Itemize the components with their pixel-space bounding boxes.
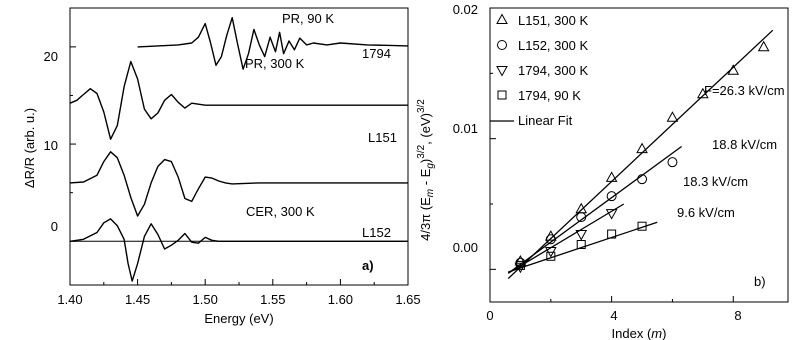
legend-label-linear-fit: Linear Fit — [518, 113, 573, 128]
a-ytick-0: 0 — [51, 219, 58, 234]
legend-label-l151-300k: L151, 300 K — [518, 13, 588, 28]
point-1794-300-k-3 — [605, 209, 618, 220]
point-1794-300-k-0 — [514, 262, 527, 274]
a-y-axis-label: ΔR/R (arb. u.) — [22, 108, 37, 188]
a-xtick-1: 1.45 — [125, 292, 150, 307]
panel-b-plot-frame — [489, 7, 789, 303]
point-1794-90-k-0 — [515, 260, 525, 270]
point-l152-300-k-2 — [576, 212, 587, 223]
point-l152-300-k-5 — [667, 157, 678, 168]
b-panel-label: b) — [754, 274, 766, 289]
b-ytick-1: 0.01 — [453, 121, 478, 136]
b-xtick-1: 4 — [610, 308, 617, 323]
a-x-axis-label: Energy (eV) — [204, 311, 273, 326]
a-ann-l152: L152 — [362, 225, 391, 240]
b-fit-label-1: 18.8 kV/cm — [712, 137, 777, 152]
b-fit-label-2: 18.3 kV/cm — [683, 174, 748, 189]
b-fit-label-3: 9.6 kV/cm — [677, 205, 735, 220]
a-ann-pr-300k: PR, 300 K — [245, 56, 305, 71]
a-xtick-4: 1.60 — [328, 292, 353, 307]
point-l151-300-k-4 — [636, 142, 648, 154]
legend-marker-l152-300-k — [497, 40, 507, 50]
point-l151-300-k-5 — [666, 111, 679, 122]
point-l151-300-k-8 — [757, 40, 770, 52]
panel-b: 0 4 8 0.00 0.01 0.02 Index (m) 4/3π (Em … — [416, 2, 789, 340]
a-ann-1794: 1794 — [362, 46, 391, 61]
a-xtick-5: 1.65 — [395, 292, 420, 307]
a-ann-l151: L151 — [368, 130, 397, 145]
point-l152-300-k-1 — [545, 234, 556, 245]
a-xtick-3: 1.55 — [260, 292, 285, 307]
point-l152-300-k-4 — [637, 174, 648, 185]
legend-marker-1794-90-k — [497, 90, 507, 100]
fit-line-2 — [507, 203, 625, 274]
curve-pr-90-k — [137, 17, 409, 70]
panel-b-points — [514, 40, 770, 274]
fit-line-1 — [507, 145, 682, 274]
legend-label-1794-90k: 1794, 90 K — [518, 88, 581, 103]
legend-marker-1794-300-k — [496, 66, 508, 77]
b-x-axis-label: Index (m) — [612, 326, 667, 340]
a-xtick-0: 1.40 — [57, 292, 82, 307]
b-y-axis-label: 4/3π (Em - Eg)3/2, (eV)3/2 — [416, 99, 436, 241]
panel-b-legend: L151, 300 K L152, 300 K 1794, 300 K 1794… — [490, 13, 588, 128]
a-panel-label-text: a) — [362, 258, 374, 273]
curve-l151 — [69, 151, 408, 217]
point-l151-300-k-6 — [697, 87, 709, 99]
legend-marker-l151-300-k — [496, 13, 508, 24]
fit-line-3 — [508, 221, 658, 273]
curve-cer-300-k — [69, 218, 408, 282]
panel-b-ticks — [489, 7, 734, 302]
point-1794-90-k-3 — [607, 229, 617, 239]
b-xtick-0: 0 — [486, 308, 493, 323]
b-xtick-2: 8 — [734, 308, 741, 323]
a-ytick-2: 20 — [44, 49, 58, 64]
point-1794-90-k-1 — [546, 251, 556, 261]
b-ytick-0: 0.00 — [453, 240, 478, 255]
b-ytick-2: 0.02 — [453, 2, 478, 17]
a-ann-pr-90k: PR, 90 K — [282, 11, 334, 26]
legend-label-l152-300k: L152, 300 K — [518, 38, 588, 53]
point-1794-90-k-2 — [576, 240, 586, 250]
a-xtick-2: 1.50 — [193, 292, 218, 307]
legend-label-1794-300k: 1794, 300 K — [518, 63, 588, 78]
fit-line-0 — [507, 29, 774, 279]
point-l151-300-k-0 — [514, 254, 527, 266]
curve-pr-300-k — [69, 60, 408, 140]
point-l152-300-k-3 — [606, 191, 617, 202]
a-panel-label: a) — [362, 258, 374, 273]
point-1794-300-k-2 — [575, 230, 588, 241]
point-l151-300-k-2 — [575, 202, 588, 214]
point-l151-300-k-7 — [727, 64, 740, 75]
panel-a-curves — [69, 17, 409, 282]
legend-markers — [496, 13, 508, 100]
a-ytick-1: 10 — [44, 138, 58, 153]
point-l151-300-k-3 — [605, 171, 618, 182]
a-ann-cer-300k: CER, 300 K — [246, 204, 315, 219]
b-fit-label-0: F=26.3 kV/cm — [704, 83, 785, 98]
point-1794-90-k-4 — [637, 221, 647, 231]
panel-b-fit-lines — [507, 29, 774, 279]
panel-a: 1.40 1.45 1.50 1.55 1.60 1.65 0 10 20 En… — [22, 7, 421, 326]
